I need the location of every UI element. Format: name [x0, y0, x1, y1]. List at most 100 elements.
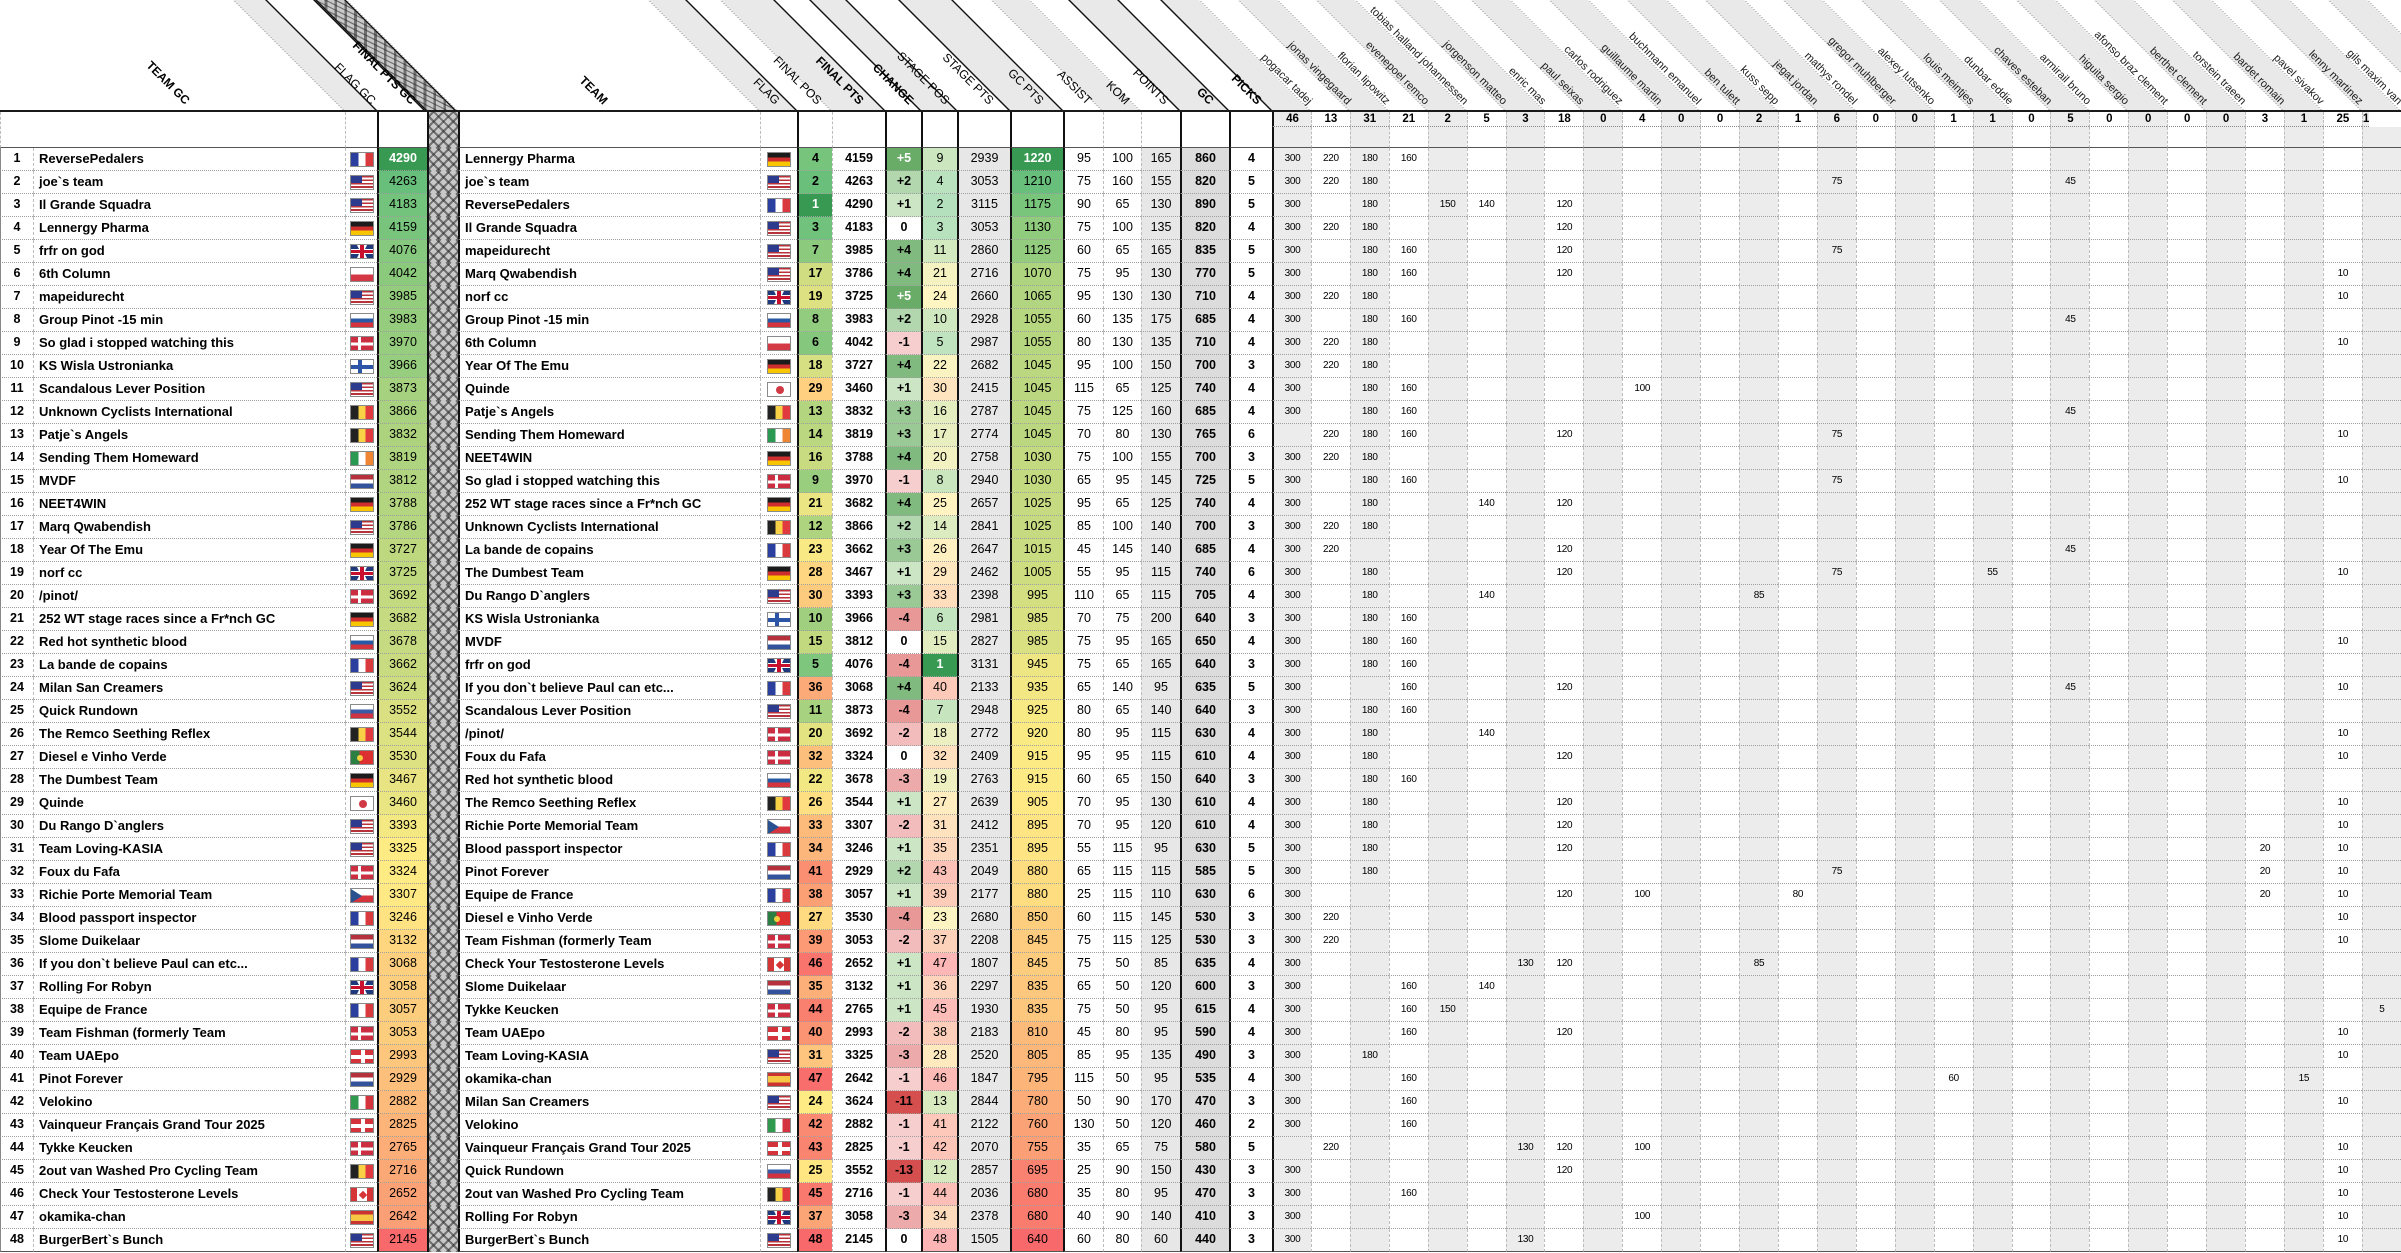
gc-team-cell[interactable]: Team Loving-KASIA	[33, 838, 345, 861]
rider-points-cell[interactable]	[1388, 286, 1428, 309]
rider-points-cell[interactable]	[2167, 1160, 2207, 1183]
rider-points-cell[interactable]	[2361, 493, 2401, 516]
team-cell[interactable]: Du Rango D`anglers	[458, 585, 760, 608]
gc-team-cell[interactable]: Foux du Fafa	[33, 861, 345, 884]
rider-points-cell[interactable]	[1505, 838, 1545, 861]
rider-points-cell[interactable]	[1972, 1045, 2012, 1068]
gc-pts-cell[interactable]: 945	[1010, 654, 1063, 677]
rider-points-cell[interactable]: 75	[1816, 424, 1856, 447]
rider-points-cell[interactable]	[1427, 1114, 1467, 1137]
rider-points-cell[interactable]	[1388, 1206, 1428, 1229]
rider-points-cell[interactable]: 300	[1272, 930, 1311, 953]
rider-points-cell[interactable]	[2050, 1022, 2090, 1045]
rider-points-cell[interactable]	[2245, 263, 2284, 286]
final-pts-cell[interactable]: 3624	[832, 1091, 885, 1114]
rider-points-cell[interactable]	[1972, 355, 2012, 378]
kom-cell[interactable]: 100	[1103, 447, 1141, 470]
gc-final-pts-cell[interactable]: 2642	[377, 1206, 427, 1229]
rider-points-cell[interactable]	[1427, 263, 1467, 286]
rider-points-cell[interactable]	[1933, 424, 1973, 447]
rider-points-cell[interactable]	[1739, 861, 1778, 884]
rider-points-cell[interactable]	[1427, 401, 1467, 424]
final-pos-cell[interactable]: 46	[797, 953, 832, 976]
rider-points-cell[interactable]	[1544, 1114, 1584, 1137]
gc-rank-cell[interactable]: 42	[0, 1091, 33, 1114]
rider-points-cell[interactable]	[1972, 999, 2012, 1022]
kom-cell[interactable]: 80	[1103, 424, 1141, 447]
rider-points-cell[interactable]	[2283, 999, 2323, 1022]
rider-points-cell[interactable]: 300	[1272, 1091, 1311, 1114]
rider-points-cell[interactable]	[1816, 585, 1856, 608]
gc-pts-cell[interactable]: 1045	[1010, 378, 1063, 401]
rider-points-cell[interactable]: 10	[2322, 424, 2362, 447]
rider-points-cell[interactable]: 120	[1544, 838, 1584, 861]
rider-points-cell[interactable]	[1388, 884, 1428, 907]
team-cell[interactable]: The Remco Seething Reflex	[458, 792, 760, 815]
rider-points-cell[interactable]	[2089, 539, 2129, 562]
rider-points-cell[interactable]	[2011, 700, 2051, 723]
rider-points-cell[interactable]	[2245, 1183, 2284, 1206]
gc-final-pts-cell[interactable]: 3866	[377, 401, 427, 424]
rider-points-cell[interactable]	[2167, 654, 2207, 677]
rider-points-cell[interactable]	[1855, 723, 1895, 746]
change-cell[interactable]: +1	[885, 999, 921, 1022]
gc-pts-cell[interactable]: 925	[1010, 700, 1063, 723]
gc-cell[interactable]: 700	[1180, 447, 1229, 470]
rider-points-cell[interactable]	[1583, 1183, 1623, 1206]
gc-pts-cell[interactable]: 915	[1010, 746, 1063, 769]
rider-points-cell[interactable]	[1544, 355, 1584, 378]
assist-cell[interactable]: 95	[1063, 286, 1103, 309]
stage-pos-cell[interactable]: 12	[921, 1160, 957, 1183]
stage-pos-cell[interactable]: 43	[921, 861, 957, 884]
rider-points-cell[interactable]	[1894, 1068, 1934, 1091]
final-pos-cell[interactable]: 8	[797, 309, 832, 332]
rider-points-cell[interactable]	[2206, 539, 2246, 562]
rider-points-cell[interactable]	[2128, 217, 2168, 240]
rider-points-cell[interactable]	[1972, 217, 2012, 240]
rider-points-cell[interactable]	[1505, 700, 1545, 723]
rider-points-cell[interactable]	[2050, 194, 2090, 217]
rider-points-cell[interactable]	[2128, 1022, 2168, 1045]
gc-rank-cell[interactable]: 18	[0, 539, 33, 562]
gc-team-cell[interactable]: Patje`s Angels	[33, 424, 345, 447]
rider-points-cell[interactable]	[1544, 286, 1584, 309]
rider-points-cell[interactable]: 140	[1466, 585, 1506, 608]
rider-points-cell[interactable]	[1972, 240, 2012, 263]
rider-points-cell[interactable]	[2206, 769, 2246, 792]
points-cell[interactable]: 95	[1141, 838, 1180, 861]
assist-cell[interactable]: 75	[1063, 447, 1103, 470]
rider-points-cell[interactable]	[1505, 378, 1545, 401]
rider-points-cell[interactable]	[2206, 424, 2246, 447]
rider-points-cell[interactable]	[2283, 493, 2323, 516]
rider-points-cell[interactable]: 300	[1272, 263, 1311, 286]
rider-points-cell[interactable]	[1661, 493, 1701, 516]
rider-points-cell[interactable]	[2050, 1206, 2090, 1229]
rider-points-cell[interactable]	[1583, 562, 1623, 585]
rider-points-cell[interactable]: 120	[1544, 792, 1584, 815]
gc-final-pts-cell[interactable]: 4159	[377, 217, 427, 240]
change-cell[interactable]: +1	[885, 792, 921, 815]
rider-points-cell[interactable]	[2283, 907, 2323, 930]
rider-points-cell[interactable]	[1855, 585, 1895, 608]
rider-points-cell[interactable]	[1505, 1068, 1545, 1091]
rider-points-cell[interactable]	[1583, 1045, 1623, 1068]
rider-points-cell[interactable]	[1855, 976, 1895, 999]
rider-points-cell[interactable]	[1855, 470, 1895, 493]
rider-points-cell[interactable]: 180	[1349, 332, 1389, 355]
rider-points-cell[interactable]	[2361, 562, 2401, 585]
rider-points-cell[interactable]	[2128, 746, 2168, 769]
rider-points-cell[interactable]	[1933, 562, 1973, 585]
rider-points-cell[interactable]: 160	[1388, 240, 1428, 263]
rider-points-cell[interactable]	[1583, 1160, 1623, 1183]
rider-points-cell[interactable]	[1739, 171, 1778, 194]
rider-points-cell[interactable]	[1310, 815, 1350, 838]
gc-cell[interactable]: 685	[1180, 539, 1229, 562]
points-cell[interactable]: 130	[1141, 263, 1180, 286]
rider-points-cell[interactable]	[1816, 493, 1856, 516]
final-pos-cell[interactable]: 32	[797, 746, 832, 769]
rider-points-cell[interactable]	[1310, 1091, 1350, 1114]
rider-points-cell[interactable]: 10	[2322, 470, 2362, 493]
rider-points-cell[interactable]	[2167, 217, 2207, 240]
change-cell[interactable]: -2	[885, 1022, 921, 1045]
rider-points-cell[interactable]	[1972, 907, 2012, 930]
